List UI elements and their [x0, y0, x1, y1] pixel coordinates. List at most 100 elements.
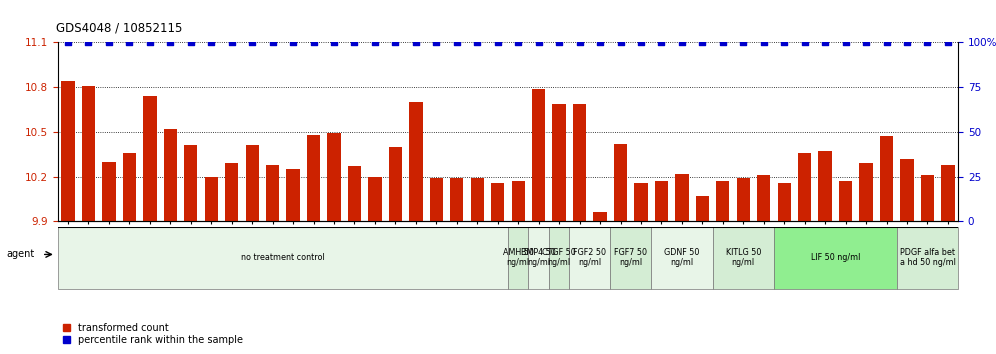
Point [797, 40, 813, 45]
Bar [163, 129, 177, 354]
Point [633, 40, 649, 45]
Bar [819, 151, 832, 354]
Point [224, 40, 240, 45]
Bar [491, 183, 504, 354]
Bar [429, 178, 443, 354]
FancyBboxPatch shape [529, 227, 549, 289]
Point [776, 40, 792, 45]
Bar [266, 165, 279, 354]
Legend: transformed count, percentile rank within the sample: transformed count, percentile rank withi… [63, 323, 243, 345]
Text: KITLG 50
ng/ml: KITLG 50 ng/ml [726, 248, 761, 267]
Text: no treatment control: no treatment control [241, 253, 325, 262]
FancyBboxPatch shape [774, 227, 896, 289]
Point [490, 40, 506, 45]
Bar [757, 175, 770, 354]
Point [572, 40, 588, 45]
Point [122, 40, 137, 45]
Bar [471, 178, 484, 354]
Bar [634, 183, 647, 354]
Point [817, 40, 833, 45]
FancyBboxPatch shape [549, 227, 570, 289]
Bar [614, 144, 627, 354]
Bar [798, 153, 812, 354]
Point [510, 40, 526, 45]
Point [838, 40, 854, 45]
Bar [409, 102, 422, 354]
Point [469, 40, 485, 45]
Bar [716, 181, 729, 354]
FancyBboxPatch shape [611, 227, 651, 289]
Point [285, 40, 301, 45]
Point [940, 40, 956, 45]
Bar [328, 133, 341, 354]
Bar [879, 136, 893, 354]
FancyBboxPatch shape [570, 227, 611, 289]
Bar [900, 159, 913, 354]
Point [244, 40, 260, 45]
FancyBboxPatch shape [712, 227, 774, 289]
Point [81, 40, 97, 45]
Point [674, 40, 690, 45]
FancyBboxPatch shape [58, 227, 508, 289]
Bar [348, 166, 362, 354]
Point [347, 40, 363, 45]
Bar [839, 181, 853, 354]
Point [141, 40, 157, 45]
FancyBboxPatch shape [896, 227, 958, 289]
Point [428, 40, 444, 45]
Point [859, 40, 874, 45]
Point [449, 40, 465, 45]
Bar [287, 169, 300, 354]
Point [183, 40, 199, 45]
Bar [450, 178, 463, 354]
Point [715, 40, 731, 45]
Bar [184, 145, 197, 354]
Point [756, 40, 772, 45]
Bar [62, 81, 75, 354]
Point [653, 40, 669, 45]
Bar [369, 177, 381, 354]
Point [551, 40, 567, 45]
Bar [225, 163, 238, 354]
Bar [737, 178, 750, 354]
Bar [123, 153, 136, 354]
Bar [594, 212, 607, 354]
Bar [82, 86, 95, 354]
Text: GDS4048 / 10852115: GDS4048 / 10852115 [56, 21, 182, 34]
Bar [860, 163, 872, 354]
Point [162, 40, 178, 45]
Bar [103, 162, 116, 354]
Point [60, 40, 76, 45]
Text: PDGF alfa bet
a hd 50 ng/ml: PDGF alfa bet a hd 50 ng/ml [899, 248, 955, 267]
Text: FGF7 50
ng/ml: FGF7 50 ng/ml [615, 248, 647, 267]
Point [203, 40, 219, 45]
Bar [941, 165, 954, 354]
FancyBboxPatch shape [508, 227, 529, 289]
Bar [553, 104, 566, 354]
Bar [512, 181, 525, 354]
Bar [307, 135, 320, 354]
Bar [778, 183, 791, 354]
Text: GDNF 50
ng/ml: GDNF 50 ng/ml [664, 248, 699, 267]
Bar [675, 173, 688, 354]
Bar [204, 177, 218, 354]
Point [694, 40, 710, 45]
Text: agent: agent [6, 250, 34, 259]
Point [408, 40, 424, 45]
Point [613, 40, 628, 45]
Text: CTGF 50
ng/ml: CTGF 50 ng/ml [542, 248, 576, 267]
Bar [573, 104, 587, 354]
Bar [246, 145, 259, 354]
Point [326, 40, 342, 45]
Point [387, 40, 403, 45]
Bar [654, 181, 668, 354]
Bar [388, 147, 402, 354]
Point [531, 40, 547, 45]
Point [919, 40, 935, 45]
Bar [921, 175, 934, 354]
Point [101, 40, 117, 45]
Text: LIF 50 ng/ml: LIF 50 ng/ml [811, 253, 861, 262]
Bar [143, 96, 156, 354]
Point [306, 40, 322, 45]
Text: FGF2 50
ng/ml: FGF2 50 ng/ml [574, 248, 607, 267]
